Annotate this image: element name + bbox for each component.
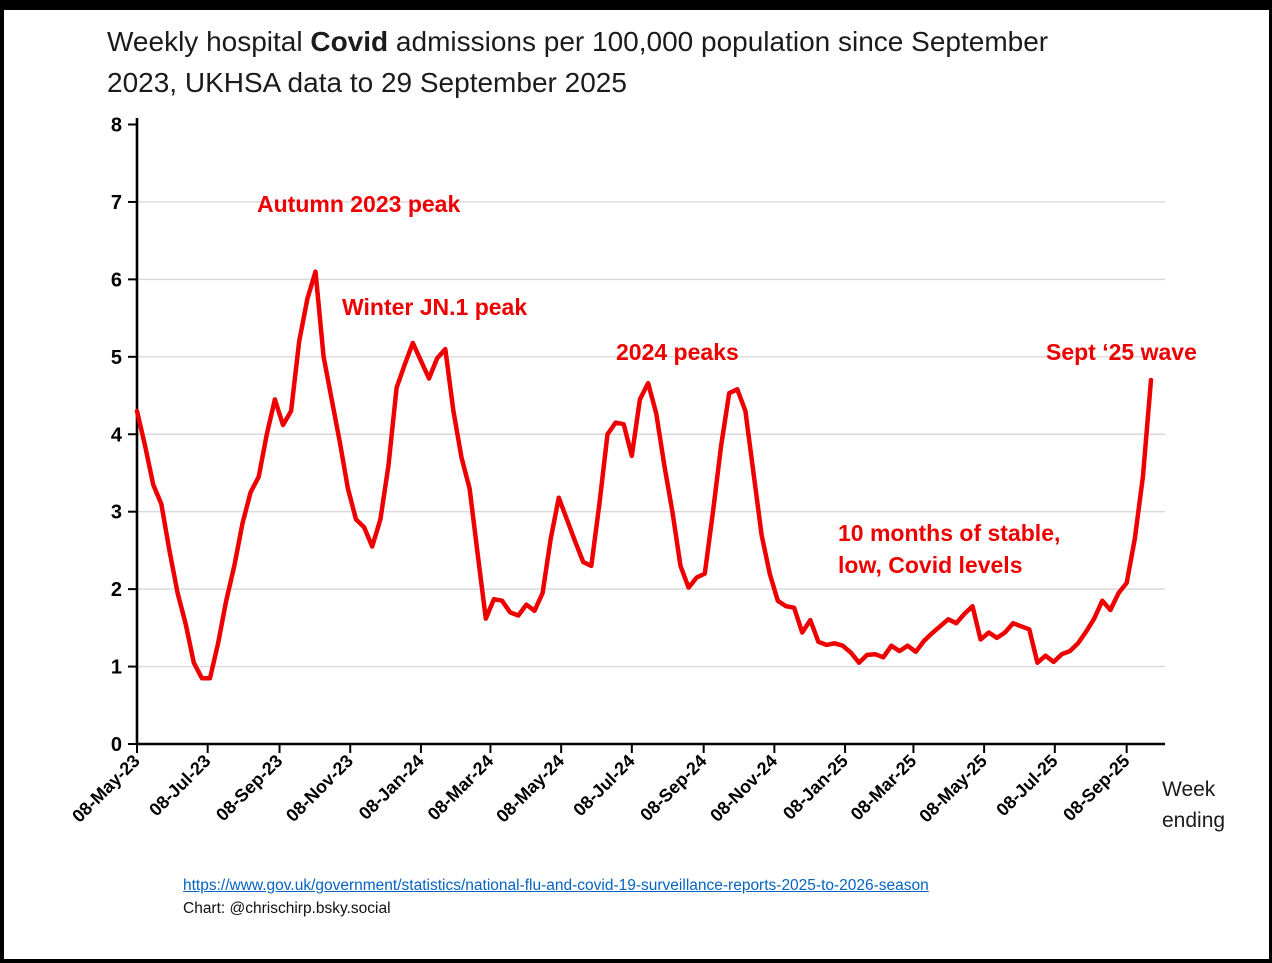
chart-credit: Chart: @chrischirp.bsky.social: [183, 900, 391, 917]
x-tick-label: 08-May-24: [492, 751, 568, 827]
x-tick-label: 08-Jul-25: [992, 751, 1061, 820]
x-tick-label: 08-Sep-24: [636, 751, 710, 825]
chart-background: [4, 10, 1269, 959]
x-tick-label: 08-Jul-24: [569, 751, 638, 820]
annotation-stable-line-1: 10 months of stable,: [838, 520, 1061, 546]
annotation-stable-line-2: low, Covid levels: [838, 552, 1023, 578]
x-tick-label: 08-Sep-23: [212, 751, 286, 825]
source-link[interactable]: https://www.gov.uk/government/statistics…: [183, 877, 929, 894]
chart-title-line-2: 2023, UKHSA data to 29 September 2025: [107, 67, 627, 98]
x-tick-label: 08-Nov-23: [282, 751, 357, 826]
y-tick-label: 8: [111, 115, 122, 137]
chart-title-text-2: admissions per 100,000 population since …: [388, 26, 1049, 57]
y-tick-label: 6: [111, 269, 122, 291]
y-tick-label: 2: [111, 579, 122, 601]
x-tick-label: 08-Sep-25: [1059, 751, 1133, 825]
x-tick-label: 08-Mar-25: [847, 751, 921, 825]
chart-title-covid-bold: Covid: [310, 26, 389, 57]
x-tick-label: 08-May-23: [68, 751, 144, 827]
annotation-autumn-2023-peak: Autumn 2023 peak: [257, 191, 461, 217]
annotation-2024-peaks: 2024 peaks: [616, 339, 739, 365]
x-tick-label: 08-Jul-23: [145, 751, 214, 820]
x-tick-label: 08-Nov-24: [706, 751, 781, 826]
y-tick-label: 1: [111, 657, 122, 679]
source-link-row: https://www.gov.uk/government/statistics…: [183, 877, 929, 895]
annotation-sept-25-wave: Sept ‘25 wave: [1046, 339, 1197, 365]
y-tick-label: 0: [111, 734, 122, 756]
x-tick-label: 08-Jan-24: [355, 751, 428, 824]
annotation-stable-low-levels: 10 months of stable, low, Covid levels: [838, 517, 1098, 581]
covid-admissions-series: [134, 269, 1154, 681]
y-tick-label: 3: [111, 502, 122, 524]
x-tick-label: 08-Mar-24: [424, 751, 498, 825]
y-tick-label: 5: [111, 347, 122, 369]
annotation-winter-jn1-peak: Winter JN.1 peak: [342, 294, 528, 320]
x-axis-title: Week ending: [1162, 778, 1226, 832]
y-tick-label: 4: [111, 424, 123, 446]
x-tick-label: 08-May-25: [915, 751, 991, 827]
chart-title-text-1: Weekly hospital: [107, 26, 311, 57]
chart-title: Weekly hospital Covid admissions per 100…: [107, 21, 1187, 103]
x-tick-label: 08-Jan-25: [779, 751, 852, 824]
y-tick-label: 7: [111, 192, 122, 214]
